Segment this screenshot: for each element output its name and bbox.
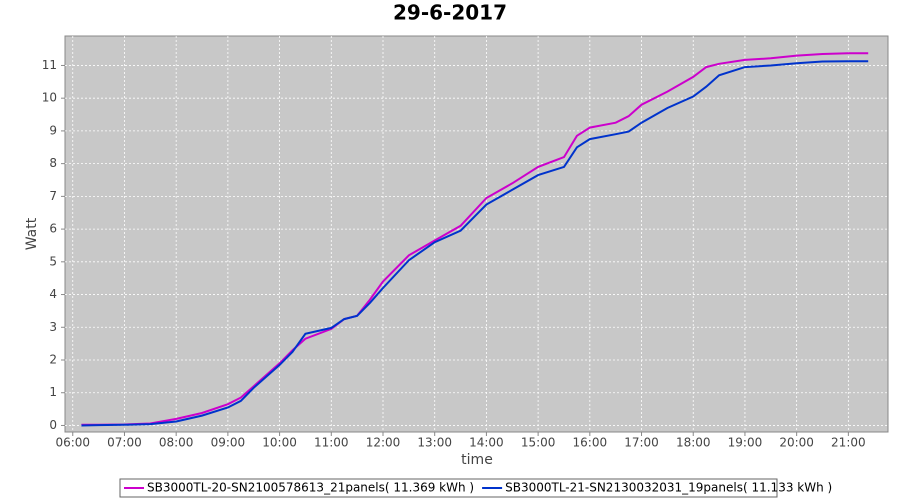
series-line bbox=[81, 60, 869, 427]
x-tick-label: 13:00 bbox=[417, 436, 452, 450]
y-tick-label: 4 bbox=[49, 287, 57, 301]
x-tick-label: 10:00 bbox=[262, 436, 297, 450]
y-tick-label: 8 bbox=[49, 156, 57, 170]
y-tick-label: 5 bbox=[49, 254, 57, 268]
legend bbox=[119, 478, 778, 498]
x-axis-label: time bbox=[461, 452, 493, 468]
x-tick-label: 20:00 bbox=[779, 436, 814, 450]
x-tick-label: 14:00 bbox=[469, 436, 504, 450]
x-tick-label: 21:00 bbox=[831, 436, 866, 450]
series-line bbox=[81, 52, 869, 426]
y-tick-label: 0 bbox=[49, 418, 57, 432]
x-tick-label: 18:00 bbox=[676, 436, 711, 450]
y-tick-label: 1 bbox=[49, 385, 57, 399]
y-tick-label: 6 bbox=[49, 222, 57, 236]
y-tick-label: 7 bbox=[49, 189, 57, 203]
y-tick-label: 10 bbox=[42, 91, 57, 105]
y-axis-label: Watt bbox=[24, 217, 40, 250]
x-tick-label: 11:00 bbox=[314, 436, 349, 450]
x-tick-label: 15:00 bbox=[521, 436, 556, 450]
chart-title: 29-6-2017 bbox=[393, 1, 507, 25]
x-tick-label: 08:00 bbox=[159, 436, 194, 450]
legend-label: SB3000TL-21-SN2130032031_19panels( 11.13… bbox=[505, 481, 832, 495]
x-tick-label: 19:00 bbox=[728, 436, 763, 450]
x-tick-label: 09:00 bbox=[211, 436, 246, 450]
y-tick-label: 2 bbox=[49, 353, 57, 367]
x-tick-label: 06:00 bbox=[55, 436, 90, 450]
y-tick-label: 9 bbox=[49, 123, 57, 137]
x-tick-label: 07:00 bbox=[107, 436, 142, 450]
y-tick-label: 3 bbox=[49, 320, 57, 334]
x-tick-label: 16:00 bbox=[573, 436, 608, 450]
plot-area bbox=[64, 35, 889, 433]
x-tick-label: 12:00 bbox=[366, 436, 401, 450]
legend-label: SB3000TL-20-SN2100578613_21panels( 11.36… bbox=[147, 481, 474, 495]
y-tick-label: 11 bbox=[42, 58, 57, 72]
x-tick-label: 17:00 bbox=[624, 436, 659, 450]
